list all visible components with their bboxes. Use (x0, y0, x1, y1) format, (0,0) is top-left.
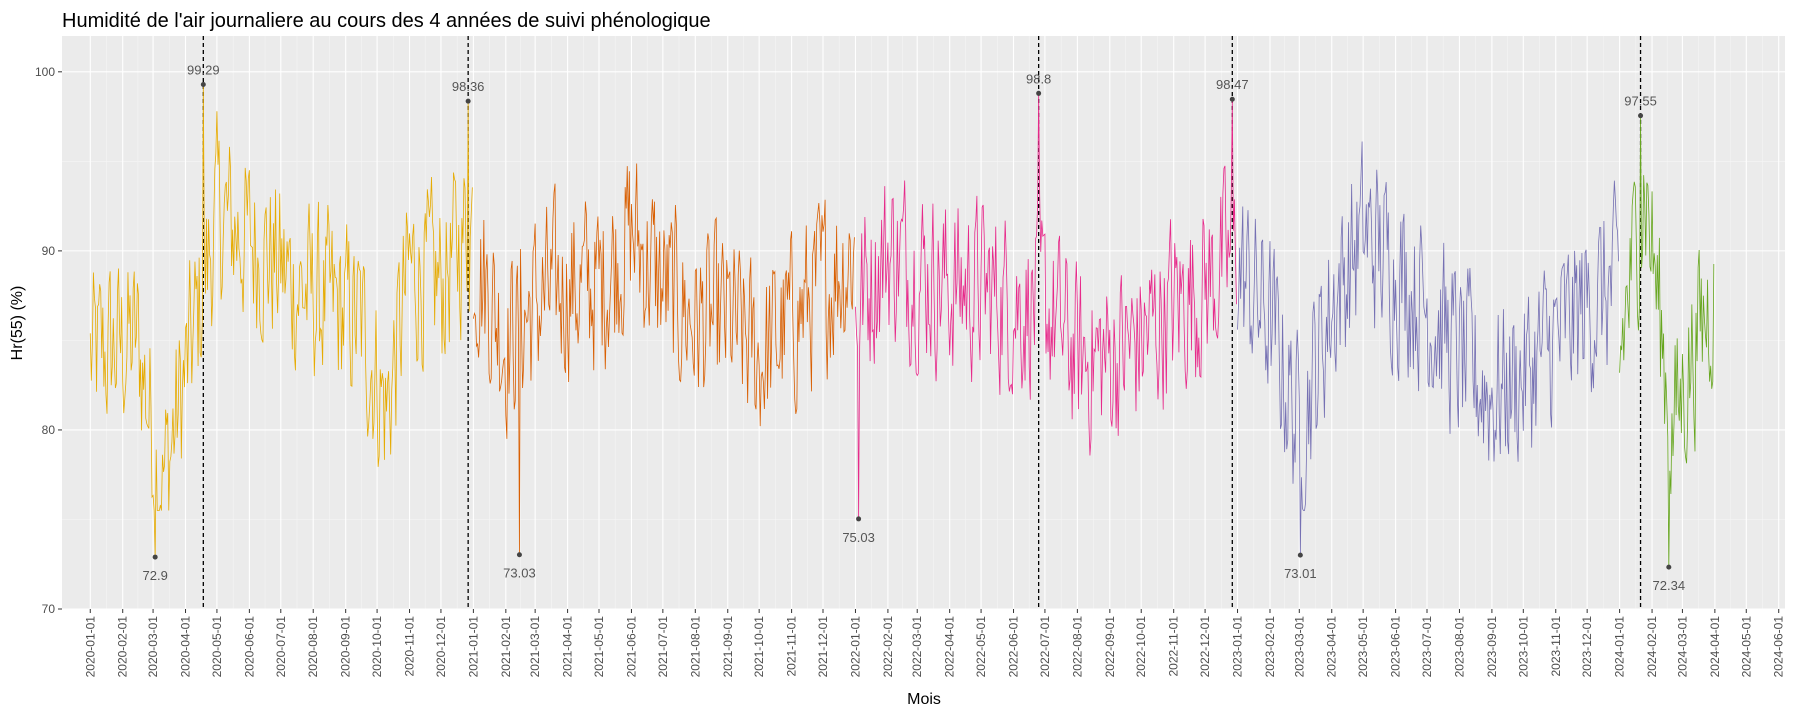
x-tick-label: 2020-04-01 (179, 616, 193, 678)
x-tick-label: 2020-05-01 (210, 616, 224, 678)
x-tick-label: 2023-11-01 (1549, 616, 1563, 677)
x-tick-label: 2022-07-01 (1038, 616, 1052, 678)
x-tick-label: 2021-12-01 (816, 616, 830, 678)
x-tick-label: 2024-03-01 (1675, 616, 1689, 678)
x-tick-label: 2020-11-01 (403, 616, 417, 677)
annotation-label: 97.55 (1624, 94, 1657, 109)
x-tick-label: 2020-12-01 (434, 616, 448, 678)
x-tick-label: 2022-08-01 (1070, 616, 1084, 678)
annotation-point (1229, 96, 1235, 102)
y-axis: 70 80 90 100 (35, 65, 62, 616)
annotation-point (516, 552, 522, 558)
x-tick-label: 2023-02-01 (1263, 616, 1277, 678)
x-tick-label: 2023-06-01 (1389, 616, 1403, 678)
x-tick-label: 2020-10-01 (370, 616, 384, 678)
x-tick-label: 2023-09-01 (1485, 616, 1499, 678)
annotation-label: 98.47 (1216, 77, 1249, 92)
annotation-point (465, 98, 471, 104)
y-tick-label: 80 (42, 423, 56, 437)
annotation-point (856, 516, 862, 522)
annotation-point (1666, 564, 1672, 570)
x-tick-label: 2020-07-01 (274, 616, 288, 678)
annotation-point (152, 554, 158, 560)
plot-panel (62, 36, 1785, 609)
x-tick-label: 2023-08-01 (1452, 616, 1466, 678)
x-tick-label: 2021-05-01 (592, 616, 606, 678)
x-tick-label: 2022-04-01 (943, 616, 957, 678)
x-tick-label: 2022-11-01 (1167, 616, 1181, 677)
y-axis-title: Hr(55) (%) (9, 286, 26, 361)
annotation-label: 99.29 (187, 63, 220, 78)
x-tick-label: 2021-11-01 (785, 616, 799, 677)
x-tick-label: 2024-01-01 (1613, 616, 1627, 678)
y-tick-label: 90 (42, 244, 56, 258)
annotation-point (200, 82, 206, 88)
x-tick-label: 2023-03-01 (1292, 616, 1306, 678)
x-tick-label: 2020-06-01 (242, 616, 256, 678)
x-tick-label: 2021-06-01 (624, 616, 638, 678)
annotation-label: 98.36 (452, 79, 485, 94)
x-tick-label: 2022-09-01 (1103, 616, 1117, 678)
x-tick-label: 2022-05-01 (974, 616, 988, 678)
series-group (89, 84, 1715, 568)
x-tick-label: 2021-03-01 (528, 616, 542, 678)
annotation-point (1036, 90, 1042, 96)
x-tick-label: 2021-02-01 (499, 616, 513, 678)
x-tick-label: 2020-08-01 (306, 616, 320, 678)
annotation-group: 72.9 99.29 98.36 73.03 75.03 98.8 98.47 73.01 97… (143, 63, 1686, 594)
x-tick-label: 2021-08-01 (688, 616, 702, 678)
x-tick-label: 2021-04-01 (561, 616, 575, 678)
x-tick-label: 2022-02-01 (881, 616, 895, 678)
y-tick-label: 100 (35, 65, 55, 79)
annotation-vlines (202, 36, 1642, 609)
x-tick-label: 2024-06-01 (1772, 616, 1786, 678)
grid-lines (62, 36, 1785, 610)
x-tick-label: 2023-04-01 (1325, 616, 1339, 678)
annotation-label: 73.01 (1284, 566, 1317, 581)
annotation-label: 72.34 (1653, 578, 1686, 593)
annotation-label: 98.8 (1026, 71, 1051, 86)
x-tick-label: 2022-01-01 (848, 616, 862, 678)
series-line (89, 84, 473, 558)
x-tick-label: 2021-07-01 (656, 616, 670, 678)
x-tick-label: 2023-07-01 (1420, 616, 1434, 678)
x-tick-label: 2021-01-01 (466, 616, 480, 678)
y-tick-label: 70 (42, 602, 56, 616)
annotation-point (1297, 552, 1303, 558)
x-tick-label: 2023-12-01 (1580, 616, 1594, 678)
annotation-label: 75.03 (842, 530, 875, 545)
series-line (1619, 115, 1715, 568)
x-tick-label: 2021-10-01 (752, 616, 766, 678)
annotation-label: 73.03 (503, 566, 536, 581)
x-tick-label: 2024-04-01 (1708, 616, 1722, 678)
x-tick-label: 2020-09-01 (339, 616, 353, 678)
x-tick-label: 2020-03-01 (146, 616, 160, 678)
x-tick-label: 2023-05-01 (1356, 616, 1370, 678)
x-tick-label: 2022-12-01 (1198, 616, 1212, 678)
x-tick-label: 2023-10-01 (1516, 616, 1530, 678)
annotation-point (1638, 113, 1644, 119)
series-line (472, 163, 855, 555)
x-axis-title: Mois (907, 691, 941, 708)
x-tick-label: 2024-05-01 (1739, 616, 1753, 678)
x-tick-label: 2020-02-01 (116, 616, 130, 678)
annotation-label: 72.9 (143, 568, 168, 583)
x-tick-label: 2020-01-01 (83, 616, 97, 678)
x-tick-label: 2022-10-01 (1134, 616, 1148, 678)
x-tick-label: 2023-01-01 (1231, 616, 1245, 678)
series-line (855, 93, 1237, 519)
x-tick-label: 2024-02-01 (1645, 616, 1659, 678)
x-axis: 2020-01-01 2020-02-01 2020-03-01 2020-04-01… (83, 609, 1786, 678)
series-line (1237, 141, 1619, 556)
x-tick-label: 2021-09-01 (721, 616, 735, 678)
chart-title: Humidité de l'air journaliere au cours d… (62, 10, 711, 32)
x-tick-label: 2022-06-01 (1007, 616, 1021, 678)
x-tick-label: 2022-03-01 (910, 616, 924, 678)
